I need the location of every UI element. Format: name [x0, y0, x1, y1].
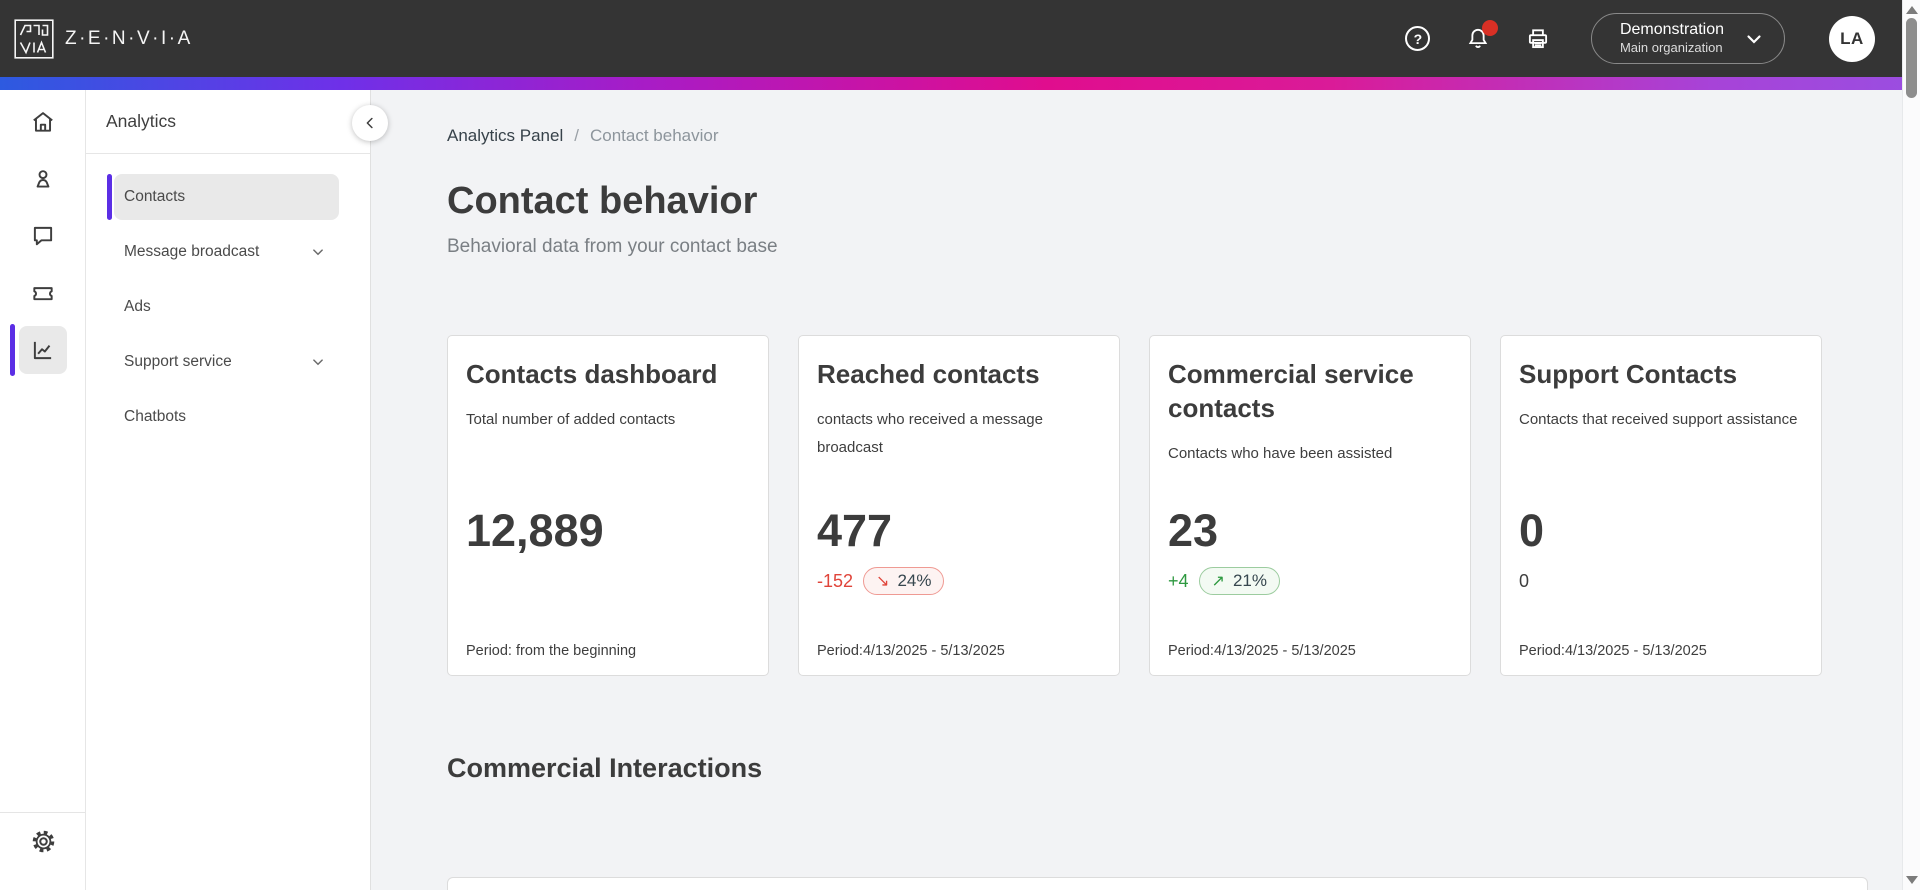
sidebar-item-contacts[interactable] [19, 155, 67, 203]
menu-item-label: Message broadcast [124, 243, 260, 260]
analytics-panel: Analytics Contacts Message broadcast Ads… [86, 90, 388, 890]
card-delta-row: 0 [1519, 563, 1803, 599]
topbar-actions: ? Demonstration [1371, 13, 1875, 64]
user-avatar[interactable]: LA [1829, 15, 1875, 62]
panel-divider [86, 153, 370, 154]
page-scrollbar[interactable] [1902, 0, 1920, 890]
trend-up-arrow-icon: ↗ [1211, 573, 1225, 590]
menu-item-label: Contacts [124, 188, 186, 205]
scrollbar-down-arrow[interactable] [1906, 876, 1918, 884]
sidebar-item-tickets[interactable] [19, 269, 67, 317]
scrollbar-up-arrow[interactable] [1905, 6, 1918, 14]
menu-item-chatbots[interactable]: Chatbots [114, 394, 339, 440]
card-delta-row [466, 563, 750, 599]
card-description: contacts who received a message broadcas… [817, 410, 1043, 456]
breadcrumb: Analytics Panel / Contact behavior [447, 126, 1868, 146]
zenvia-logo-icon [14, 18, 54, 59]
topbar: Z·E·N·V·I·A ? [0, 0, 1902, 77]
trend-down-arrow-icon: ↘ [876, 573, 890, 590]
contacts-person-icon [30, 166, 56, 192]
sidebar-item-analytics[interactable] [9, 324, 67, 376]
card-period: Period:4/13/2025 - 5/13/2025 [1519, 643, 1707, 659]
menu-item-label: Ads [124, 298, 151, 315]
home-icon [30, 109, 56, 135]
panel-collapse-button[interactable] [352, 105, 388, 141]
card-delta-row: +4 ↗ 21% [1168, 563, 1452, 599]
card-description: Contacts who have been assisted [1168, 444, 1393, 462]
breadcrumb-separator: / [574, 126, 579, 145]
delta-value: 0 [1519, 570, 1530, 591]
organization-name: Demonstration [1619, 21, 1724, 39]
trend-badge-down: ↘ 24% [863, 567, 945, 595]
card-title: Support Contacts [1519, 359, 1738, 389]
trend-percent: 21% [1232, 571, 1267, 590]
card-contacts-dashboard: Contacts dashboard Total number of added… [447, 335, 769, 676]
help-icon: ? [1405, 26, 1431, 51]
section-heading-commercial-interactions: Commercial Interactions [447, 753, 763, 783]
menu-item-ads[interactable]: Ads [114, 284, 339, 330]
card-description: Contacts that received support assistanc… [1519, 410, 1798, 428]
print-button[interactable] [1525, 26, 1551, 52]
conversations-chat-icon [30, 223, 56, 249]
card-value: 477 [817, 505, 893, 556]
card-title: Commercial service contacts [1168, 359, 1414, 423]
tickets-icon [30, 280, 56, 306]
scrollbar-thumb[interactable] [1906, 18, 1917, 98]
page-title: Contact behavior [447, 180, 758, 222]
sidebar-item-conversations[interactable] [19, 212, 67, 260]
card-reached-contacts: Reached contacts contacts who received a… [798, 335, 1120, 676]
organization-labels: Demonstration Main organization [1620, 20, 1724, 56]
menu-item-contacts[interactable]: Contacts [107, 174, 339, 220]
sidebar-item-settings[interactable] [19, 817, 67, 865]
app-body: Analytics Contacts Message broadcast Ads… [0, 90, 1902, 890]
settings-gear-icon [30, 828, 57, 855]
delta-value: -152 [817, 570, 854, 591]
analytics-menu: Contacts Message broadcast Ads Support s… [86, 174, 370, 440]
chevron-down-icon [309, 243, 327, 261]
menu-item-message-broadcast[interactable]: Message broadcast [114, 229, 339, 275]
rail-divider [0, 812, 85, 813]
organization-suborg: Main organization [1619, 40, 1723, 56]
menu-item-label: Support service [124, 353, 232, 370]
page-subtitle: Behavioral data from your contact base [447, 236, 778, 257]
card-value: 12,889 [466, 505, 604, 556]
brand-gradient-bar [0, 77, 1902, 90]
card-value: 0 [1519, 505, 1545, 556]
menu-item-support-service[interactable]: Support service [114, 339, 339, 385]
main-content: Analytics Panel / Contact behavior Conta… [371, 90, 1902, 890]
trend-percent: 24% [897, 571, 932, 590]
zenvia-logo[interactable]: Z·E·N·V·I·A [14, 18, 193, 59]
kpi-cards-row: Contacts dashboard Total number of added… [447, 335, 1868, 676]
brand-wordmark: Z·E·N·V·I·A [65, 27, 193, 49]
card-title: Reached contacts [817, 359, 1040, 389]
organization-switcher[interactable]: Demonstration Main organization [1590, 13, 1785, 64]
notifications-button[interactable] [1465, 19, 1498, 52]
icon-rail [0, 90, 86, 890]
card-period: Period:4/13/2025 - 5/13/2025 [817, 643, 1005, 659]
menu-item-label: Chatbots [124, 408, 187, 425]
breadcrumb-analytics-panel[interactable]: Analytics Panel [447, 126, 564, 145]
card-description: Total number of added contacts [466, 410, 676, 428]
card-title: Contacts dashboard [466, 359, 718, 389]
panel-title: Analytics [106, 111, 177, 131]
commercial-interactions-card-top [447, 877, 1868, 890]
trend-badge-up: ↗ 21% [1198, 567, 1280, 595]
card-period: Period: from the beginning [466, 643, 637, 659]
analytics-chart-icon [30, 337, 56, 363]
card-delta-row: -152 ↘ 24% [817, 563, 1101, 599]
card-period: Period:4/13/2025 - 5/13/2025 [1168, 643, 1356, 659]
help-button[interactable]: ? [1405, 26, 1431, 52]
chevron-down-icon [309, 353, 327, 371]
card-value: 23 [1168, 505, 1219, 556]
chevron-down-icon [1742, 27, 1766, 51]
chevron-left-icon [361, 114, 379, 132]
card-commercial-service-contacts: Commercial service contacts Contacts who… [1149, 335, 1471, 676]
delta-value: +4 [1168, 570, 1189, 591]
sidebar-item-home[interactable] [19, 98, 67, 146]
printer-icon [1525, 26, 1551, 52]
card-support-contacts: Support Contacts Contacts that received … [1500, 335, 1822, 676]
notification-unread-dot [1481, 19, 1498, 36]
breadcrumb-current: Contact behavior [589, 126, 719, 145]
bell-icon [1465, 26, 1491, 52]
